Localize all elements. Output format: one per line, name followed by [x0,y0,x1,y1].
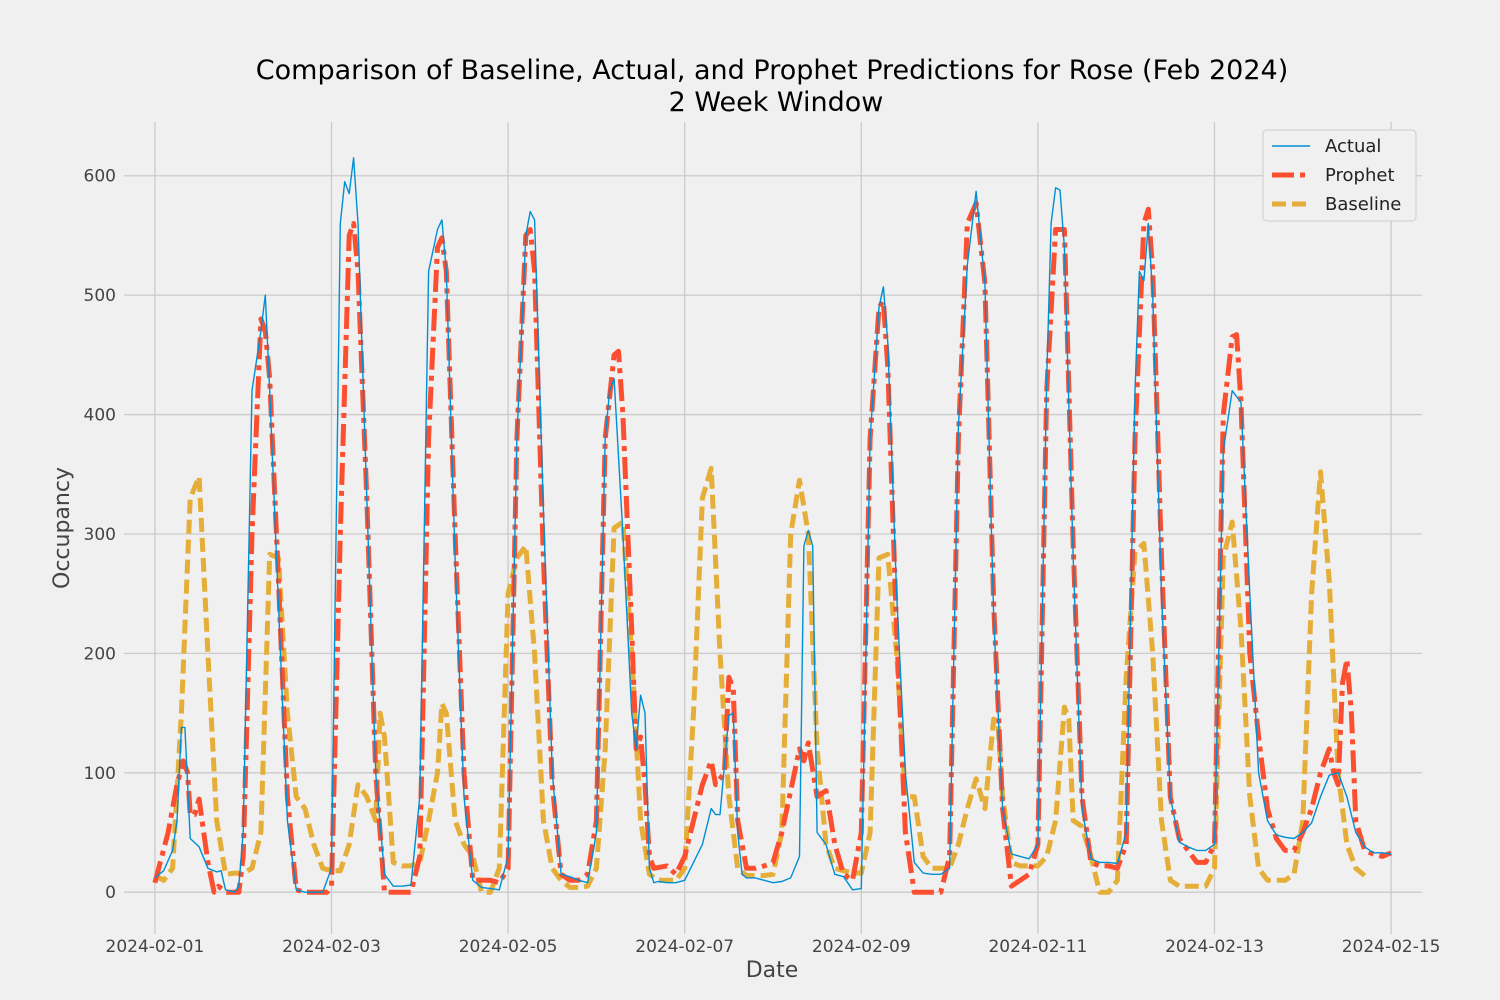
series-line-prophet [152,200,1393,895]
chart-title: Comparison of Baseline, Actual, and Prop… [256,55,1288,86]
y-tick-label: 200 [84,644,116,664]
x-tick-label: 2024-02-13 [1165,937,1264,957]
legend: Actual Prophet Baseline [1262,129,1417,222]
chart-subtitle: 2 Week Window [669,87,884,118]
x-axis-label: Date [746,958,799,983]
series-line-actual [154,157,1392,893]
series-lines [152,157,1393,895]
legend-label-actual: Actual [1325,136,1381,157]
x-tick-label: 2024-02-07 [635,937,734,957]
legend-label-prophet: Prophet [1325,165,1395,186]
y-tick-label: 300 [84,525,116,545]
y-tick-label: 100 [84,764,116,784]
legend-box [1262,129,1417,222]
y-tick-label: 400 [84,406,116,426]
x-tick-label: 2024-02-03 [282,937,381,957]
y-tick-label: 600 [84,167,116,187]
tick-labels: 0 100 200 300 400 500 600 2024-02-01 2024-02-03 2… [84,167,1441,957]
y-tick-label: 0 [105,883,116,903]
x-tick-label: 2024-02-09 [812,937,911,957]
gridlines [124,122,1422,934]
legend-label-baseline: Baseline [1325,194,1401,215]
x-tick-label: 2024-02-15 [1342,937,1441,957]
y-axis-label: Occupancy [50,467,75,589]
series-line-baseline [153,465,1367,895]
y-tick-label: 500 [84,286,116,306]
x-tick-label: 2024-02-01 [106,937,205,957]
x-tick-label: 2024-02-05 [459,937,558,957]
x-tick-label: 2024-02-11 [988,937,1087,957]
